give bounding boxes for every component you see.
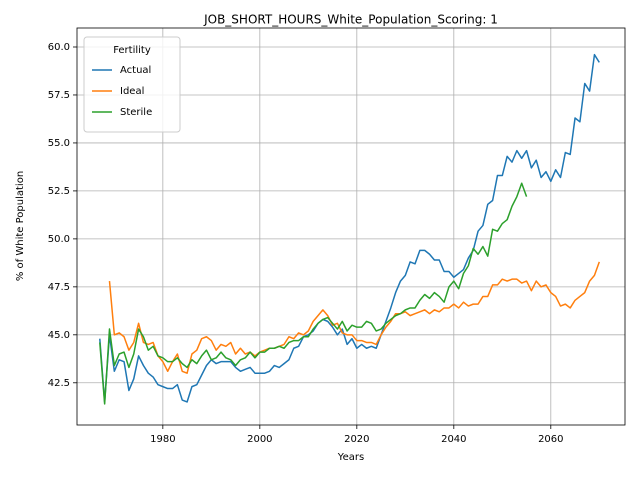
x-tick-label: 2000 [247,434,272,445]
line [99,53,600,403]
legend-title: Fertility [113,45,151,56]
y-axis-label: % of White Population [15,171,26,281]
legend-label: Ideal [120,86,144,97]
y-tick-label: 42.5 [48,378,70,389]
chart-title: JOB_SHORT_HOURS_White_Population_Scoring… [203,13,498,27]
line [108,261,601,374]
legend-label: Actual [120,65,151,76]
y-tick-label: 57.5 [48,90,70,101]
x-tick-label: 2060 [538,434,563,445]
legend-box [83,36,181,133]
x-axis-label: Years [337,452,364,463]
x-tick-label: 2040 [441,434,466,445]
legend-label: Sterile [120,107,152,118]
x-tick-label: 2020 [344,434,369,445]
y-tick-label: 45.0 [48,330,70,341]
y-tick-label: 50.0 [48,234,70,245]
line [99,182,528,405]
y-tick-label: 60.0 [48,42,70,53]
y-tick-label: 47.5 [48,282,70,293]
legend: Fertility Actual Ideal Sterile [83,36,181,133]
plot-frame [76,27,626,426]
x-tick-label: 1980 [150,434,175,445]
y-tick-label: 52.5 [48,186,70,197]
y-tick-label: 55.0 [48,138,70,149]
